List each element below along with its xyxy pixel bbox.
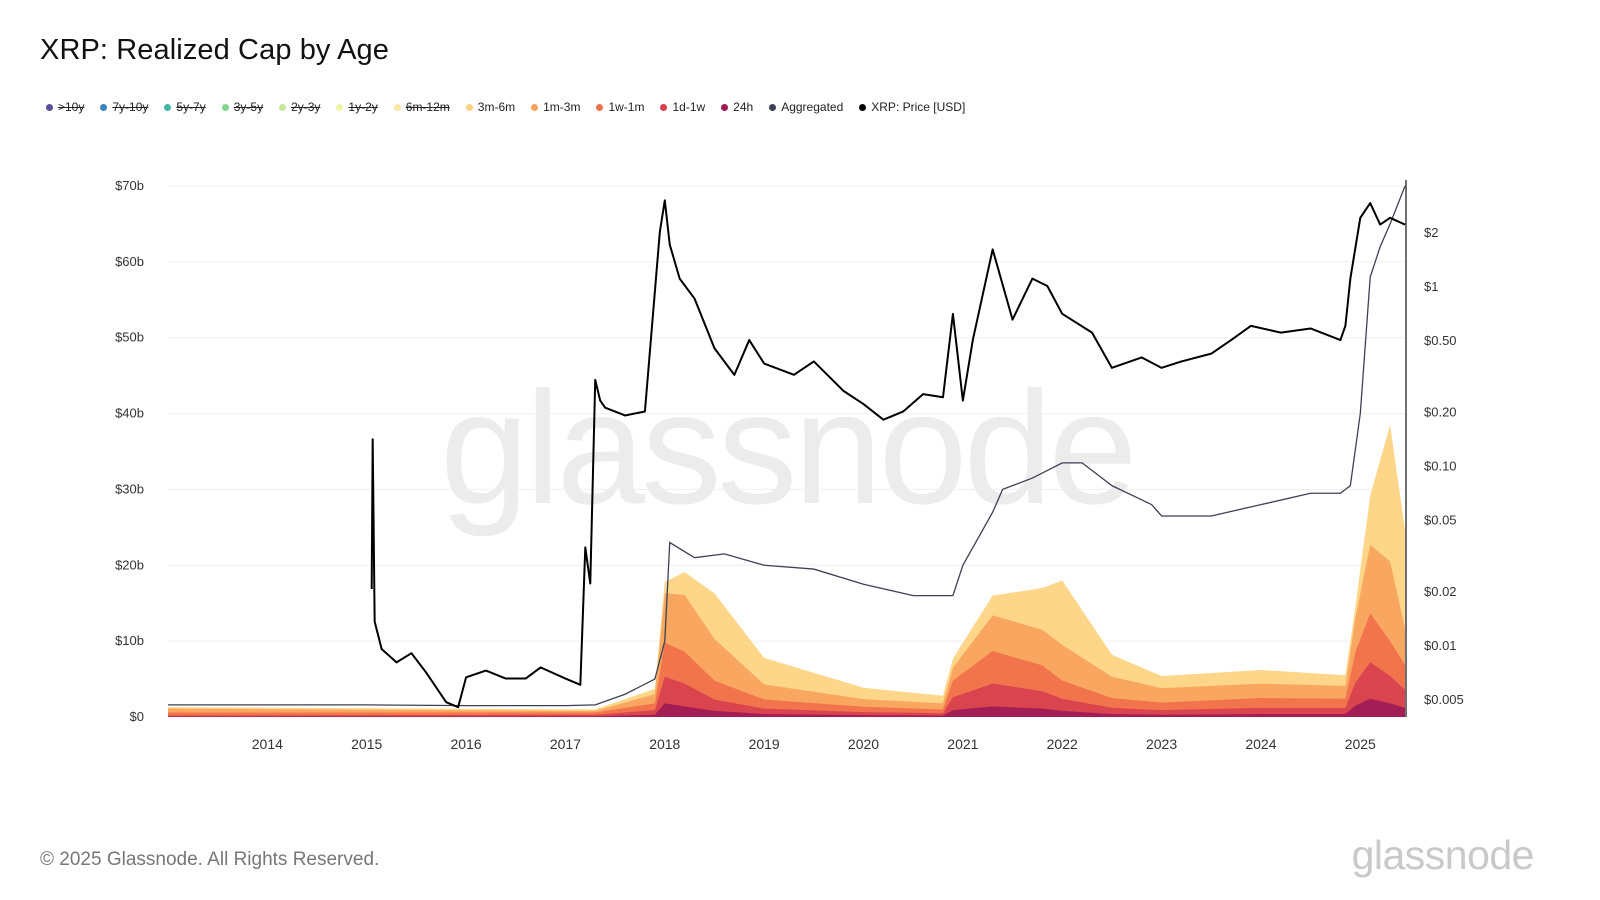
glassnode-watermark: glassnode	[440, 358, 1137, 537]
area-3m-6m	[168, 424, 1405, 717]
right-tick-label: $0.10	[1424, 459, 1457, 474]
y-tick-label: $40b	[115, 406, 144, 421]
legend-label: 1w-1m	[608, 100, 645, 114]
legend-item-3m-6m[interactable]: 3m-6m	[465, 100, 516, 114]
x-tick-label: 2021	[947, 736, 978, 752]
legend-item-1y-2y[interactable]: 1y-2y	[336, 100, 378, 114]
legend-dot-icon	[465, 103, 473, 111]
y-tick-label: $30b	[115, 481, 144, 496]
chart-legend: >10y 7y-10y 5y-7y 3y-5y 2y-3y 1y-2y 6m-12m 3m-6…	[46, 100, 981, 114]
legend-label: 6m-12m	[405, 100, 450, 114]
legend-item-1d-1w[interactable]: 1d-1w	[660, 100, 705, 114]
legend-label: >10y	[58, 100, 85, 114]
x-tick-label: 2015	[351, 736, 382, 752]
area-24h	[168, 698, 1405, 717]
area-1d-1w	[168, 662, 1405, 717]
legend-label: 7y-10y	[112, 100, 149, 114]
legend-label: Aggregated	[781, 100, 844, 114]
legend-dot-icon	[660, 103, 668, 111]
legend-item-5y-7y[interactable]: 5y-7y	[164, 100, 206, 114]
legend-dot-icon	[221, 103, 229, 111]
y-tick-label: $0	[130, 709, 144, 724]
legend-item-10y[interactable]: >10y	[46, 100, 84, 114]
legend-item-xrp-price-usd[interactable]: XRP: Price [USD]	[859, 100, 965, 114]
legend-item-7y-10y[interactable]: 7y-10y	[100, 100, 148, 114]
series-lines	[168, 185, 1406, 709]
y-tick-label: $20b	[115, 557, 144, 572]
right-tick-label: $2	[1424, 225, 1438, 240]
legend-label: 1m-3m	[543, 100, 581, 114]
right-tick-label: $0.50	[1424, 333, 1457, 348]
y-tick-label: $10b	[115, 633, 144, 648]
right-tick-label: $0.01	[1424, 638, 1457, 653]
legend-label: 3y-5y	[233, 100, 264, 114]
legend-dot-icon	[596, 103, 604, 111]
legend-item-2y-3y[interactable]: 2y-3y	[279, 100, 320, 114]
x-tick-label: 2017	[550, 736, 581, 752]
xrp-price-line	[370, 199, 1406, 709]
legend-label: XRP: Price [USD]	[871, 100, 966, 114]
legend-item-1m-3m[interactable]: 1m-3m	[531, 100, 580, 114]
y-tick-label: $50b	[115, 330, 144, 345]
x-tick-label: 2022	[1047, 736, 1078, 752]
x-tick-label: 2018	[649, 736, 680, 752]
grid-lines	[168, 185, 1405, 718]
legend-label: 3m-6m	[477, 100, 516, 114]
legend-label: 5y-7y	[176, 100, 206, 114]
area-1w-1m	[168, 613, 1405, 717]
legend-item-1w-1m[interactable]: 1w-1m	[596, 100, 644, 114]
area-1m-3m	[168, 544, 1405, 717]
x-tick-label: 2016	[450, 736, 481, 752]
legend-item-aggregated[interactable]: Aggregated	[769, 100, 843, 114]
glassnode-logo: glassnode	[1351, 832, 1535, 878]
legend-dot-icon	[769, 103, 777, 111]
legend-item-3y-5y[interactable]: 3y-5y	[221, 100, 264, 114]
legend-label: 1y-2y	[348, 100, 378, 114]
legend-dot-icon	[100, 103, 108, 111]
legend-item-6m-12m[interactable]: 6m-12m	[393, 100, 450, 114]
x-tick-label: 2014	[252, 736, 283, 752]
legend-dot-icon	[531, 103, 539, 111]
right-tick-label: $0.02	[1424, 584, 1457, 599]
axes: $0 $10b $20b $30b $40b $50b $60b $70b 2014 2015 20…	[115, 178, 1464, 752]
legend-label: 1d-1w	[672, 100, 706, 114]
stacked-areas	[168, 424, 1405, 717]
legend-label: 24h	[733, 100, 754, 114]
right-tick-label: $0.05	[1424, 513, 1457, 528]
y-tick-label: $70b	[115, 178, 144, 193]
legend-label: 2y-3y	[291, 100, 321, 114]
chart-title: XRP: Realized Cap by Age	[40, 34, 389, 66]
right-tick-label: $1	[1424, 279, 1438, 294]
legend-dot-icon	[164, 103, 172, 111]
copyright-footer: © 2025 Glassnode. All Rights Reserved.	[40, 849, 380, 870]
legend-item-24h[interactable]: 24h	[721, 100, 753, 114]
legend-dot-icon	[721, 103, 729, 111]
x-tick-label: 2024	[1245, 736, 1276, 752]
right-tick-label: $0.20	[1424, 404, 1457, 419]
x-tick-label: 2023	[1146, 736, 1177, 752]
x-tick-label: 2025	[1345, 736, 1376, 752]
aggregated-line	[168, 185, 1406, 707]
legend-dot-icon	[859, 103, 867, 111]
x-tick-label: 2020	[848, 736, 879, 752]
legend-dot-icon	[336, 103, 344, 111]
x-tick-label: 2019	[749, 736, 780, 752]
y-tick-label: $60b	[115, 254, 144, 269]
right-tick-label: $0.005	[1424, 692, 1464, 707]
legend-dot-icon	[393, 103, 401, 111]
legend-dot-icon	[46, 103, 53, 111]
legend-dot-icon	[279, 103, 287, 111]
